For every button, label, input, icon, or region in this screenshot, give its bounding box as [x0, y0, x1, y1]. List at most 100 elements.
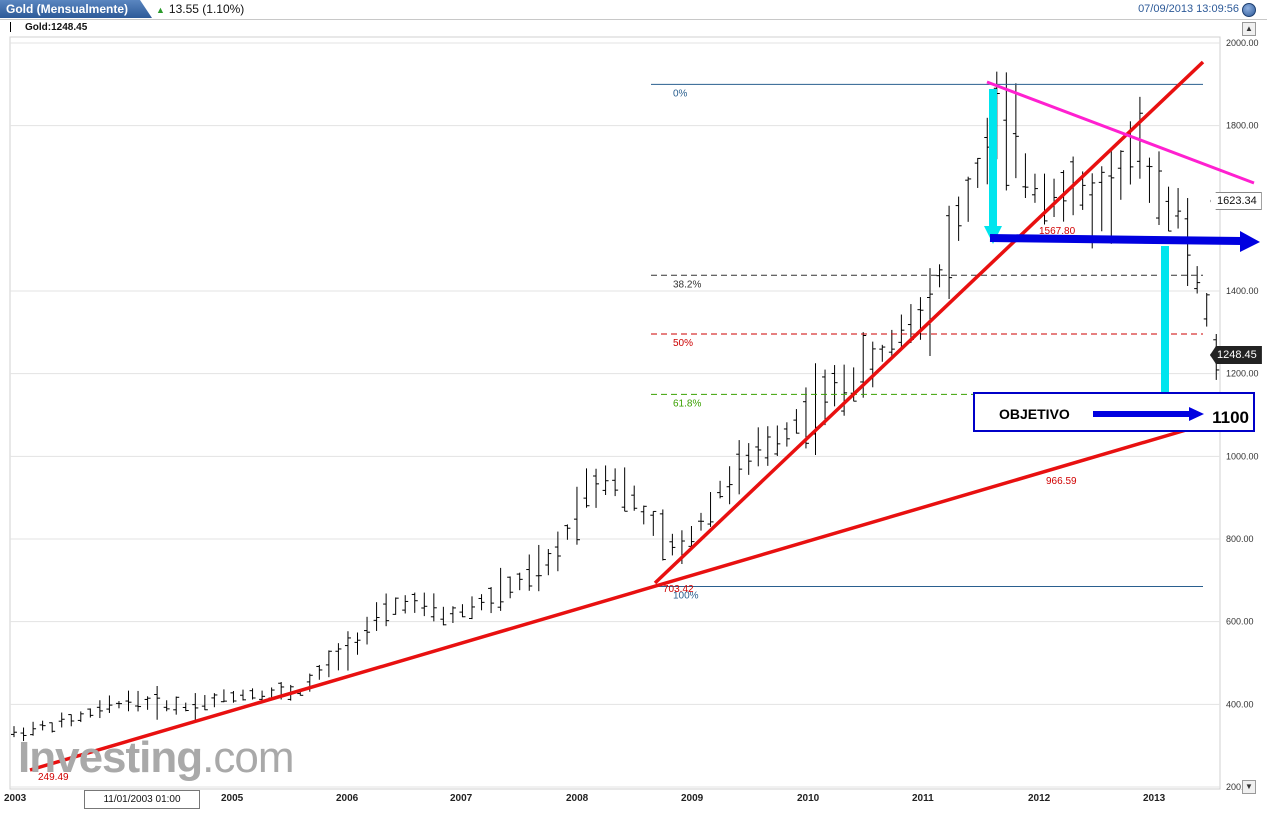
x-tick-label: 2008 [566, 793, 589, 804]
ohlc-bar [1136, 96, 1143, 179]
ohlc-bar [688, 525, 695, 550]
x-tick-label: 2007 [450, 793, 473, 804]
ohlc-bar [68, 714, 75, 727]
key-point-label: 703.42 [663, 584, 694, 595]
timestamp: 07/09/2013 13:09:56 [1138, 3, 1239, 15]
ohlc-bar [974, 157, 981, 188]
ohlc-bar [459, 604, 466, 618]
ohlc-bar [946, 205, 953, 299]
scroll-down-button[interactable]: ▼ [1242, 780, 1256, 794]
legend: Gold:1248.45 [10, 22, 87, 33]
ohlc-legend-icon [10, 22, 11, 32]
ohlc-bar [707, 492, 714, 527]
y-tick-label: 800.00 [1226, 534, 1254, 544]
ohlc-bar [87, 708, 94, 718]
cursor-date: 11/01/2003 01:00 [84, 790, 200, 809]
ohlc-bar [115, 701, 122, 709]
ohlc-bar [573, 486, 580, 545]
ohlc-bar [755, 427, 762, 467]
ohlc-bar [841, 364, 848, 416]
x-axis: 2003 2005 2006 2007 2008 2009 2010 2011 2012 2013 [4, 793, 1166, 804]
ohlc-bar [335, 643, 342, 671]
ohlc-bar [39, 720, 46, 731]
y-tick-label: 2000.00 [1226, 38, 1259, 48]
ohlc-bar [783, 422, 790, 447]
y-tick-label: 1200.00 [1226, 369, 1259, 379]
ohlc-bar [411, 592, 418, 613]
ohlc-bar [726, 466, 733, 505]
last-price-flag: 1248.45 [1210, 346, 1262, 364]
ohlc-bar [77, 711, 84, 723]
support-level-arrow-icon [1240, 231, 1260, 252]
price-change-value: 13.55 (1.10%) [168, 2, 245, 16]
key-point-label: 966.59 [1046, 476, 1077, 487]
settings-button[interactable] [1242, 3, 1256, 17]
ohlc-bar [364, 616, 371, 645]
ohlc-bar [497, 567, 504, 611]
ohlc-bar [869, 341, 876, 388]
resistance-price-flag: 1623.34 [1210, 192, 1262, 210]
y-tick-label: 1400.00 [1226, 286, 1259, 296]
instrument-title[interactable]: Gold (Mensualmente) [0, 0, 152, 18]
ohlc-bar [822, 369, 829, 426]
ohlc-bar [602, 465, 609, 496]
ohlc-bar [698, 512, 704, 531]
ohlc-bar [965, 176, 972, 222]
ohlc-bar [745, 443, 752, 475]
ohlc-bar [1165, 186, 1172, 232]
ohlc-bar [1156, 151, 1162, 226]
ohlc-bar [1003, 72, 1010, 191]
ohlc-bar [344, 631, 351, 671]
ohlc-bar [249, 688, 256, 700]
x-tick-label: 2009 [681, 793, 704, 804]
fib-label: 0% [673, 88, 688, 99]
ohlc-bar [955, 196, 962, 241]
ohlc-bar [201, 695, 208, 711]
ohlc-bar [631, 485, 638, 511]
price-change: ▲ 13.55 (1.10%) [156, 0, 244, 18]
ohlc-bar [316, 664, 323, 680]
ohlc-bar [163, 700, 170, 712]
ohlc-bar [230, 691, 237, 703]
ohlc-bar [421, 592, 428, 617]
ohlc-bar [392, 597, 399, 615]
key-point-label: 1567.80 [1039, 226, 1076, 237]
key-point-label: 249.49 [38, 772, 69, 783]
ohlc-bar [373, 602, 380, 631]
ohlc-bar [106, 695, 113, 714]
ohlc-bar [488, 587, 495, 614]
ohlc-bar [125, 690, 132, 712]
y-tick-label: 1000.00 [1226, 451, 1259, 461]
ohlc-bar [259, 690, 266, 701]
ohlc-bar [545, 549, 552, 576]
ohlc-bar [669, 533, 676, 556]
objective-value: 1100 [1212, 408, 1249, 427]
ohlc-bar [1175, 188, 1182, 229]
ohlc-bar [1022, 153, 1029, 198]
ohlc-bar [20, 727, 27, 741]
ohlc-bar [30, 721, 37, 736]
fib-label: 38.2% [673, 279, 701, 290]
x-tick-label: 2013 [1143, 793, 1166, 804]
ohlc-bar [325, 650, 332, 678]
ohlc-bar [58, 712, 65, 728]
ohlc-bar [220, 689, 227, 703]
x-tick-label: 2003 [4, 793, 27, 804]
x-tick-label: 2011 [912, 793, 934, 804]
x-tick-label: 2012 [1028, 793, 1051, 804]
y-tick-label: 200.00 [1226, 782, 1254, 792]
y-tick-label: 400.00 [1226, 699, 1254, 709]
x-tick-label: 2005 [221, 793, 244, 804]
long-term-support-line [29, 423, 1204, 772]
ohlc-bar [1117, 150, 1124, 200]
ohlc-bar [383, 593, 390, 627]
ohlc-bar [526, 554, 533, 591]
ohlc-bar [898, 314, 905, 351]
scroll-up-button[interactable]: ▲ [1242, 22, 1256, 36]
ohlc-bar [640, 505, 647, 525]
y-tick-label: 1800.00 [1226, 121, 1259, 131]
ohlc-bar [240, 689, 246, 701]
ohlc-bar [879, 344, 886, 362]
fib-label: 50% [673, 338, 693, 349]
